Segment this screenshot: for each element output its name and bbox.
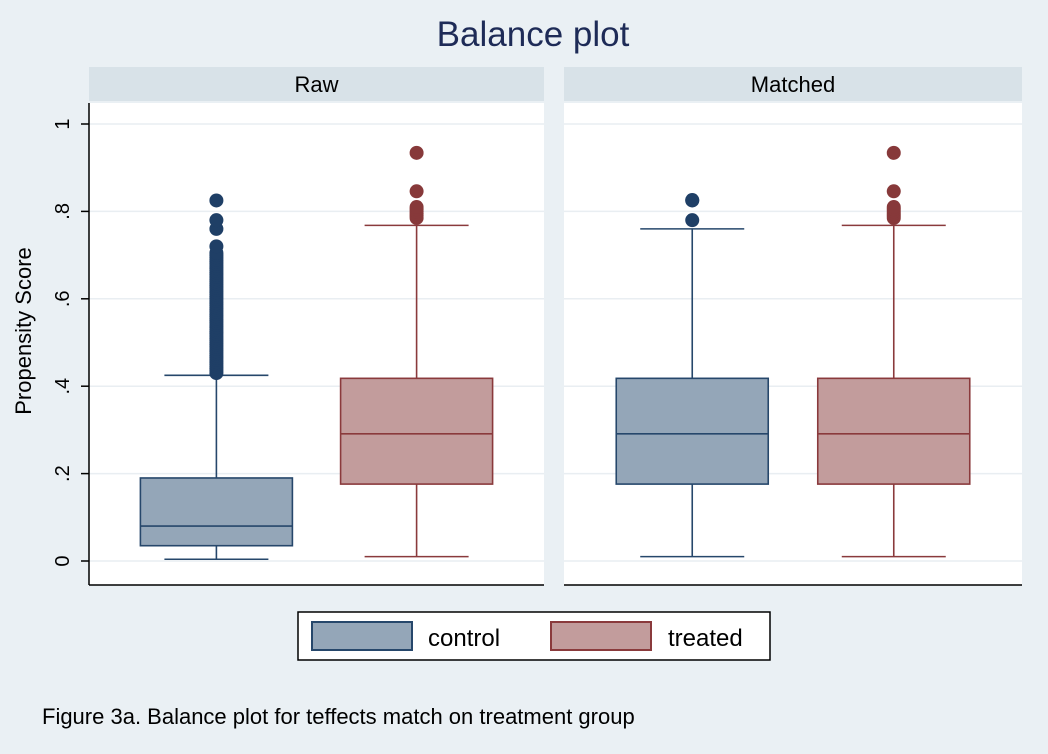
y-tick-label: .6 bbox=[52, 290, 74, 307]
outlier-point-matched-treated bbox=[886, 200, 901, 215]
legend-label-control: control bbox=[428, 625, 500, 652]
outlier-point-raw-control bbox=[209, 213, 224, 228]
box-raw-control bbox=[139, 193, 294, 561]
legend-label-treated: treated bbox=[668, 625, 743, 652]
outlier-point-matched-control bbox=[685, 213, 700, 228]
chart-panels: Raw Matched bbox=[89, 67, 1022, 586]
legend-swatch-treated bbox=[550, 621, 652, 651]
box-iqr-raw-treated bbox=[339, 377, 494, 485]
y-axis-label: Propensity Score bbox=[11, 247, 36, 415]
box-matched-control bbox=[615, 193, 770, 558]
y-axis: 0 .2 .4 .6 .8 1 bbox=[52, 103, 90, 585]
box-iqr-matched-treated bbox=[816, 377, 971, 485]
outlier-point-raw-treated bbox=[409, 145, 424, 160]
box-matched-treated bbox=[816, 145, 971, 558]
legend-swatch-control bbox=[311, 621, 413, 651]
panel-strip-label-raw: Raw bbox=[294, 72, 338, 97]
outlier-point-matched-treated bbox=[886, 184, 901, 199]
panel-strip-matched bbox=[564, 67, 1022, 101]
outlier-point-raw-control bbox=[209, 239, 224, 254]
figure-caption: Figure 3a. Balance plot for teffects mat… bbox=[42, 704, 635, 729]
outlier-point-matched-control bbox=[685, 193, 700, 208]
outlier-point-raw-treated bbox=[409, 200, 424, 215]
chart-title: Balance plot bbox=[437, 15, 630, 54]
panel-raw: Raw bbox=[89, 67, 544, 586]
box-iqr-matched-control bbox=[615, 377, 770, 485]
outlier-point-raw-control bbox=[209, 193, 224, 208]
outlier-point-matched-treated bbox=[886, 145, 901, 160]
y-tick-label: .4 bbox=[52, 378, 74, 395]
y-tick-label: .8 bbox=[52, 203, 74, 220]
y-tick-label: 0 bbox=[52, 555, 74, 566]
y-tick-label: 1 bbox=[52, 118, 74, 129]
panel-strip-raw bbox=[89, 67, 544, 101]
legend: control treated bbox=[297, 611, 771, 661]
y-tick-label: .2 bbox=[52, 465, 74, 482]
box-iqr-raw-control bbox=[139, 477, 294, 547]
outlier-point-raw-treated bbox=[409, 184, 424, 199]
plot-area-matched bbox=[564, 103, 1022, 585]
panel-strip-label-matched: Matched bbox=[751, 72, 835, 97]
box-raw-treated bbox=[339, 145, 494, 558]
panel-matched: Matched bbox=[564, 67, 1022, 586]
